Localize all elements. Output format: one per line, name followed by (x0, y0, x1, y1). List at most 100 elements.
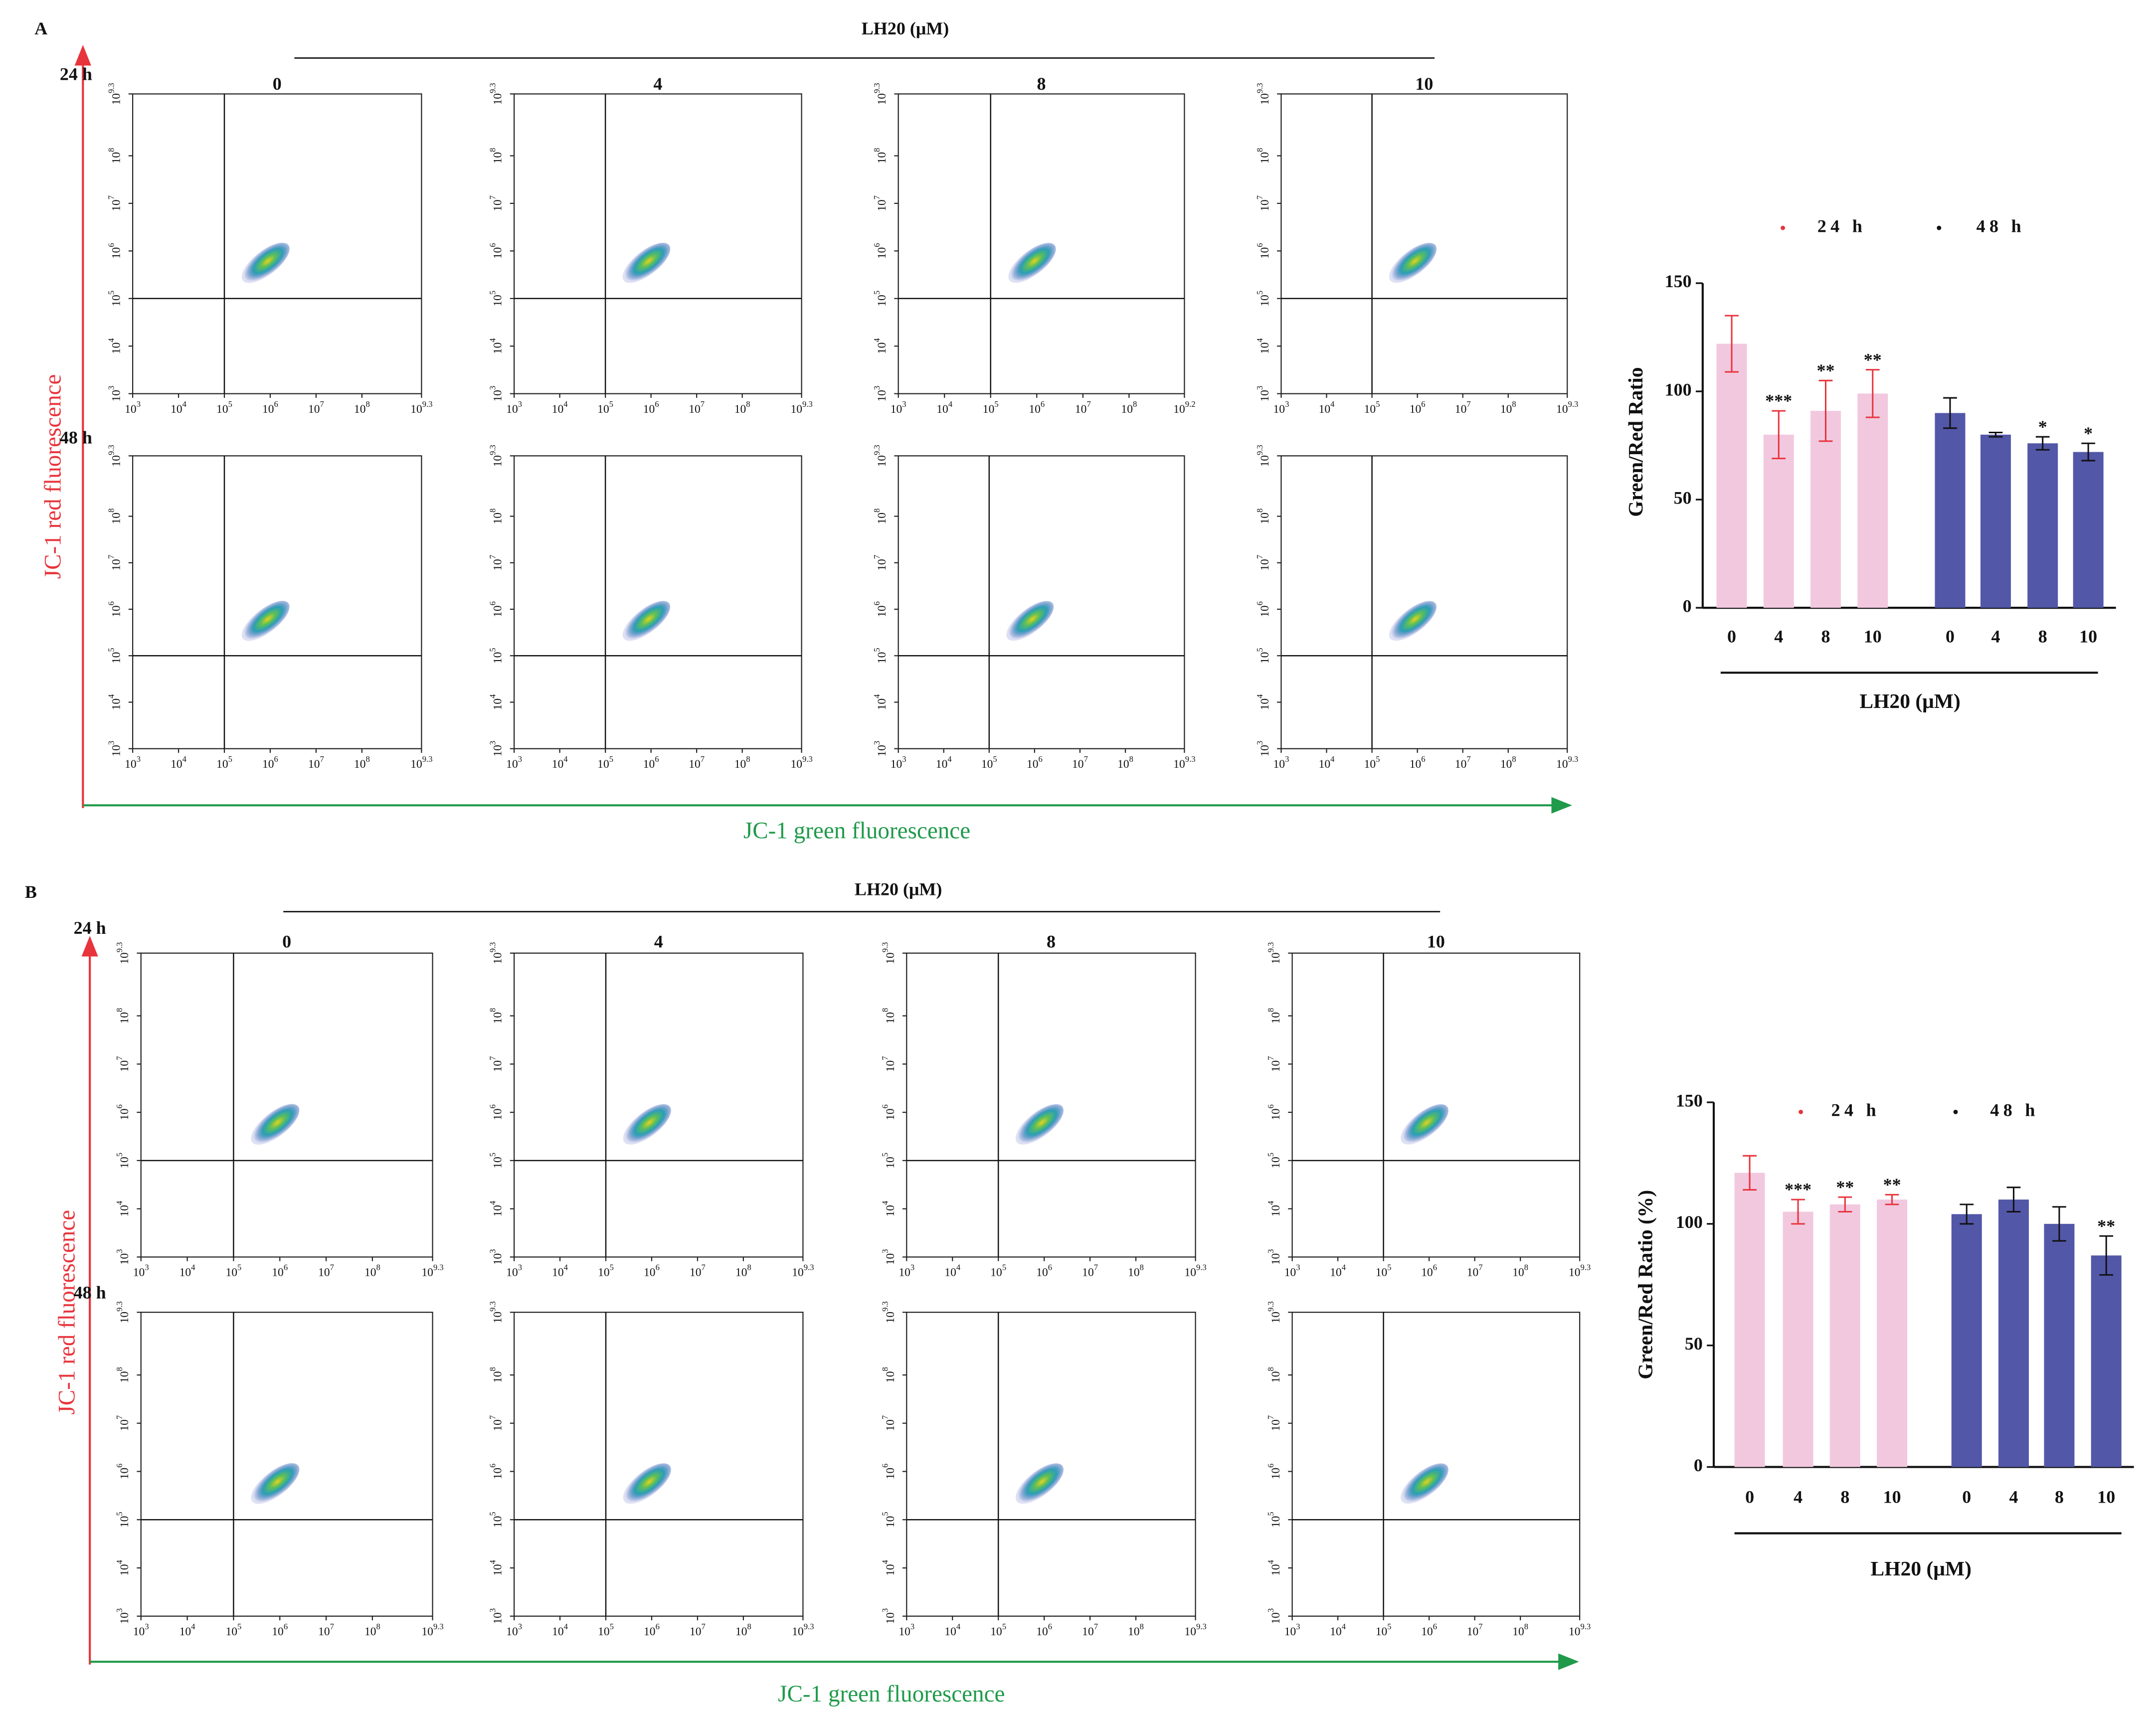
column-header: 10 (1415, 74, 1433, 94)
tick-base: 10 (1029, 403, 1041, 416)
plot-frame (513, 952, 804, 1258)
y-tick-label: 105 (488, 291, 505, 307)
tick-exponent: 9.3 (802, 754, 813, 764)
tick-base: 10 (492, 1468, 505, 1480)
y-tick-label: 109.3 (488, 1301, 505, 1323)
tick-base: 10 (364, 1625, 376, 1638)
tick-exponent: 7 (1084, 754, 1088, 764)
tick-exponent: 5 (115, 1153, 124, 1157)
tick-exponent: 9.3 (115, 942, 124, 953)
tick-base: 10 (884, 1564, 897, 1576)
x-tick-label: 103 (1273, 399, 1289, 416)
x-tick-label: 10 (2079, 626, 2097, 646)
tick-exponent: 5 (994, 399, 998, 409)
x-tick-label: 104 (552, 399, 568, 416)
tick-base: 10 (1319, 758, 1331, 771)
tick-base: 10 (119, 1564, 132, 1576)
tick-exponent: 5 (1255, 648, 1264, 652)
tick-base: 10 (1556, 403, 1568, 416)
tick-base: 10 (110, 247, 123, 259)
tick-exponent: 5 (993, 754, 997, 764)
tick-base: 10 (876, 295, 889, 307)
tick-exponent: 7 (1466, 754, 1470, 764)
tick-exponent: 9.2 (1185, 399, 1196, 409)
tick-base: 10 (898, 1625, 910, 1638)
tick-base: 10 (308, 758, 320, 771)
tick-base: 10 (492, 605, 505, 617)
tick-base: 10 (110, 343, 123, 354)
tick-exponent: 9.3 (1196, 1622, 1207, 1631)
bar (1857, 393, 1888, 608)
tick-base: 10 (492, 1419, 505, 1431)
tick-exponent: 5 (1376, 399, 1380, 409)
tick-base: 10 (119, 1312, 132, 1324)
y-tick-label: 109.3 (488, 83, 505, 105)
y-tick-label: 103 (115, 1249, 132, 1265)
plot-frame (1291, 1312, 1581, 1617)
tick-exponent: 7 (1086, 399, 1090, 409)
tick-base: 10 (119, 1419, 132, 1431)
tick-exponent: 7 (701, 399, 705, 409)
tick-base: 10 (597, 403, 609, 416)
tick-base: 10 (506, 758, 518, 771)
tick-base: 10 (990, 1266, 1002, 1279)
y-tick-label: 107 (488, 195, 505, 211)
significance: ** (1864, 349, 1882, 369)
tick-exponent: 8 (872, 148, 882, 152)
x-tick-label: 0 (1727, 626, 1736, 646)
error-bar (2081, 442, 2096, 462)
y-tick-label: 0 (1683, 596, 1692, 616)
tick-exponent: 7 (115, 1415, 124, 1419)
tick-base: 10 (506, 1266, 518, 1279)
x-tick-label: 103 (891, 754, 906, 771)
y-tick-label: 108 (881, 1008, 898, 1024)
tick-exponent: 4 (191, 1622, 195, 1631)
tick-base: 10 (492, 152, 505, 164)
tick-exponent: 5 (1376, 754, 1380, 764)
tick-base: 10 (1270, 1108, 1283, 1120)
tick-base: 10 (216, 758, 228, 771)
tick-base: 10 (876, 698, 889, 710)
x-tick-label: 107 (1455, 754, 1471, 771)
tick-base: 10 (1421, 1625, 1433, 1638)
y-tick-label: 108 (881, 1367, 898, 1383)
tick-exponent: 8 (1140, 1622, 1144, 1631)
x-tick-label: 108 (734, 754, 750, 771)
x-tick-label: 8 (1821, 626, 1830, 646)
tick-base: 10 (308, 403, 320, 416)
tick-exponent: 5 (881, 1153, 890, 1157)
tick-base: 10 (119, 1612, 132, 1624)
density-cloud (241, 601, 290, 641)
y-tick-label: 109.3 (1255, 445, 1272, 467)
tick-exponent: 4 (488, 1559, 497, 1564)
x-tick-label: 104 (180, 1622, 196, 1639)
tick-exponent: 5 (1387, 1262, 1391, 1272)
tick-exponent: 7 (1266, 1056, 1275, 1060)
tick-exponent: 3 (518, 399, 522, 409)
tick-base: 10 (1569, 1625, 1581, 1638)
tick-exponent: 4 (488, 338, 497, 343)
tick-base: 10 (119, 1108, 132, 1120)
tick-base: 10 (110, 93, 123, 105)
tick-base: 10 (876, 199, 889, 211)
density-cloud (1008, 243, 1056, 283)
tick-exponent: 9.3 (1185, 754, 1196, 764)
x-tick-label: 109.3 (421, 1622, 443, 1639)
tick-base: 10 (1117, 758, 1129, 771)
density-cloud (241, 242, 290, 283)
tick-exponent: 3 (488, 1608, 497, 1612)
tick-exponent: 6 (881, 1464, 890, 1468)
y-tick-label: 108 (1266, 1008, 1283, 1024)
x-tick-label: 103 (133, 1262, 149, 1279)
legend-label: 48 h (1976, 216, 2025, 236)
tick-exponent: 3 (1285, 754, 1289, 764)
tick-exponent: 4 (1255, 694, 1264, 698)
tick-base: 10 (1376, 1266, 1388, 1279)
x-tick-label: 109.3 (790, 399, 812, 416)
tick-base: 10 (492, 1012, 505, 1024)
tick-base: 10 (1467, 1625, 1479, 1638)
y-tick-label: 150 (1665, 271, 1692, 291)
tick-exponent: 4 (182, 754, 187, 764)
tick-base: 10 (790, 758, 802, 771)
x-tick-label: 103 (891, 399, 906, 416)
